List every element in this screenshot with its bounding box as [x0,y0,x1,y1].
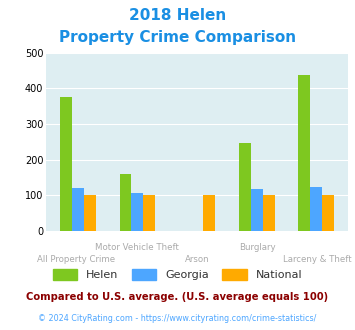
Text: 2018 Helen: 2018 Helen [129,8,226,23]
Text: Burglary: Burglary [239,243,276,251]
Text: All Property Crime: All Property Crime [37,255,115,264]
Legend: Helen, Georgia, National: Helen, Georgia, National [48,265,307,285]
Bar [239,143,251,231]
Bar [299,75,310,231]
Text: Property Crime Comparison: Property Crime Comparison [59,30,296,45]
Bar [72,188,84,231]
Bar [310,187,322,231]
Bar [60,97,72,231]
Bar [143,195,155,231]
Text: © 2024 CityRating.com - https://www.cityrating.com/crime-statistics/: © 2024 CityRating.com - https://www.city… [38,314,317,323]
Bar [203,195,215,231]
Bar [322,195,334,231]
Text: Motor Vehicle Theft: Motor Vehicle Theft [95,243,179,251]
Bar [263,195,274,231]
Bar [84,195,95,231]
Text: Compared to U.S. average. (U.S. average equals 100): Compared to U.S. average. (U.S. average … [26,292,329,302]
Bar [251,189,263,231]
Bar [120,174,131,231]
Text: Arson: Arson [185,255,209,264]
Text: Larceny & Theft: Larceny & Theft [283,255,352,264]
Bar [131,193,143,231]
